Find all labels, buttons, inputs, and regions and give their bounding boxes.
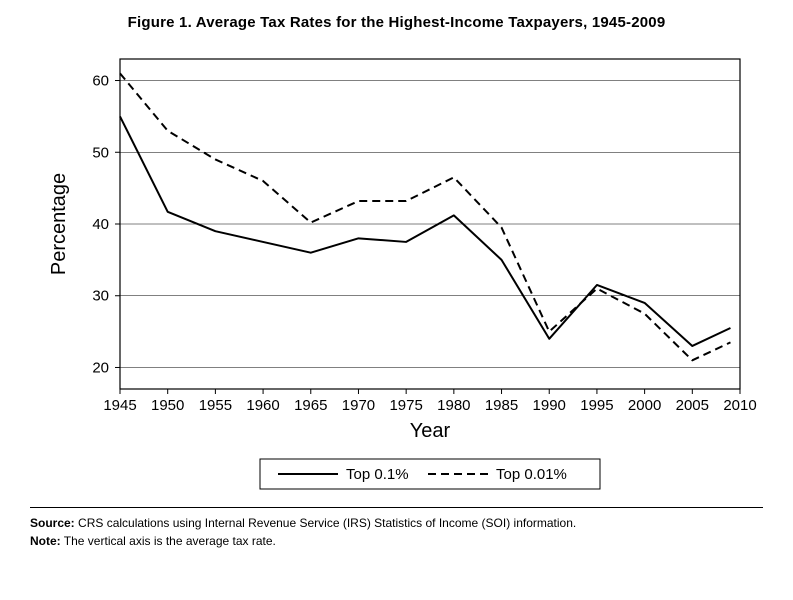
svg-text:2005: 2005 xyxy=(676,397,709,414)
line-chart: 1945 1950 1955 1960 1965 1970 1975 1980 1985 1990… xyxy=(30,39,763,499)
svg-text:1960: 1960 xyxy=(246,397,279,414)
svg-text:1995: 1995 xyxy=(580,397,613,414)
svg-text:Percentage: Percentage xyxy=(48,173,70,275)
svg-text:Top 0.01%: Top 0.01% xyxy=(496,466,567,483)
svg-text:60: 60 xyxy=(92,73,109,90)
svg-text:30: 30 xyxy=(92,288,109,305)
svg-text:1975: 1975 xyxy=(389,397,422,414)
source-text: CRS calculations using Internal Revenue … xyxy=(78,516,576,530)
svg-text:2000: 2000 xyxy=(628,397,661,414)
chart-title: Figure 1. Average Tax Rates for the High… xyxy=(30,14,763,31)
svg-text:1945: 1945 xyxy=(103,397,136,414)
note-label: Note: xyxy=(30,534,61,548)
source-line: Source: CRS calculations using Internal … xyxy=(30,514,763,532)
svg-text:1985: 1985 xyxy=(485,397,518,414)
svg-text:1965: 1965 xyxy=(294,397,327,414)
svg-text:1990: 1990 xyxy=(533,397,566,414)
source-label: Source: xyxy=(30,516,75,530)
note-text: The vertical axis is the average tax rat… xyxy=(64,534,276,548)
chart-container: 1945 1950 1955 1960 1965 1970 1975 1980 1985 1990… xyxy=(30,39,763,499)
svg-text:Year: Year xyxy=(410,420,451,442)
svg-text:1950: 1950 xyxy=(151,397,184,414)
svg-text:1955: 1955 xyxy=(199,397,232,414)
svg-text:Top 0.1%: Top 0.1% xyxy=(346,466,409,483)
svg-text:1980: 1980 xyxy=(437,397,470,414)
svg-text:20: 20 xyxy=(92,359,109,376)
svg-text:1970: 1970 xyxy=(342,397,375,414)
svg-text:50: 50 xyxy=(92,144,109,161)
svg-text:2010: 2010 xyxy=(723,397,756,414)
chart-footer: Source: CRS calculations using Internal … xyxy=(30,507,763,550)
svg-text:40: 40 xyxy=(92,216,109,233)
note-line: Note: The vertical axis is the average t… xyxy=(30,532,763,550)
